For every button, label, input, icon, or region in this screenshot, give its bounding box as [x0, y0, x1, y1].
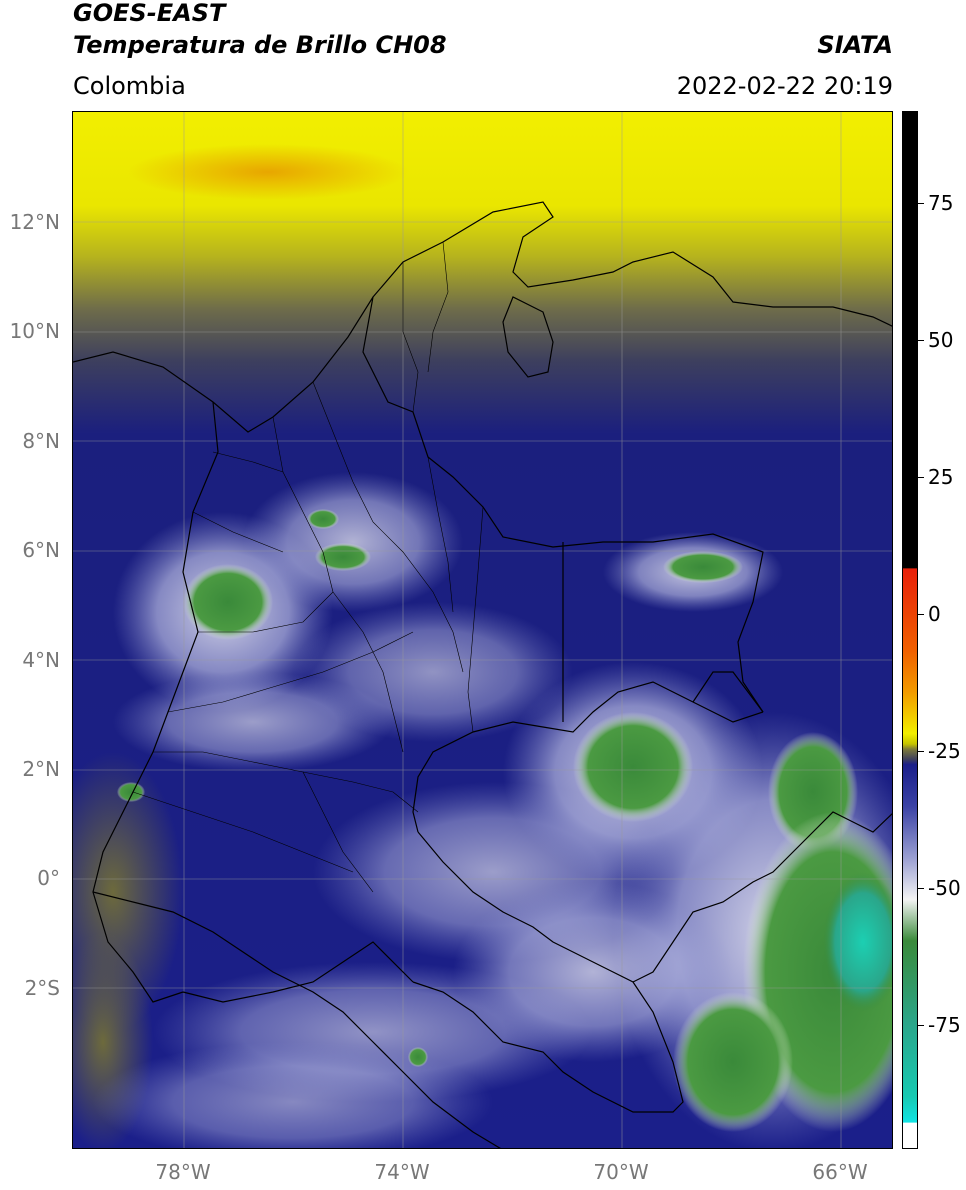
lon-label-78w: 78°W	[155, 1160, 211, 1184]
product-subtitle: Temperatura de Brillo CH08	[73, 31, 447, 59]
lon-label-70w: 70°W	[593, 1160, 649, 1184]
lat-label-10n: 10°N	[9, 319, 60, 343]
lat-label-8n: 8°N	[22, 429, 60, 453]
lat-label-0: 0°	[37, 866, 60, 890]
colorbar-tick-25	[918, 477, 924, 478]
colorbar-label-minus75: -75	[928, 1013, 961, 1037]
satellite-map[interactable]	[72, 111, 893, 1149]
colorbar-tick-minus25	[918, 751, 924, 752]
colorbar-tick-50	[918, 340, 924, 341]
lon-label-66w: 66°W	[812, 1160, 868, 1184]
product-title: GOES-EAST	[73, 0, 226, 27]
region-label: Colombia	[73, 72, 186, 100]
colorbar-label-minus50: -50	[928, 876, 961, 900]
colorbar-tick-0	[918, 614, 924, 615]
brand-label: SIATA	[817, 31, 893, 59]
colorbar-label-75: 75	[928, 191, 954, 215]
lon-label-74w: 74°W	[374, 1160, 430, 1184]
colorbar-tick-minus50	[918, 888, 924, 889]
lat-label-4n: 4°N	[22, 648, 60, 672]
colorbar-tick-75	[918, 203, 924, 204]
colorbar-gradient	[903, 112, 917, 1148]
colorbar-label-50: 50	[928, 328, 954, 352]
colorbar-label-0: 0	[928, 602, 941, 626]
temperature-colorbar	[902, 111, 918, 1149]
colorbar-label-25: 25	[928, 465, 954, 489]
lat-label-2s: 2°S	[24, 976, 60, 1000]
colorbar-tick-minus75	[918, 1025, 924, 1026]
lat-label-6n: 6°N	[22, 538, 60, 562]
timestamp-label: 2022-02-22 20:19	[676, 72, 893, 100]
colorbar-label-minus25: -25	[928, 739, 961, 763]
satellite-map-graphic	[73, 112, 892, 1148]
lat-label-12n: 12°N	[9, 210, 60, 234]
lat-label-2n: 2°N	[22, 757, 60, 781]
